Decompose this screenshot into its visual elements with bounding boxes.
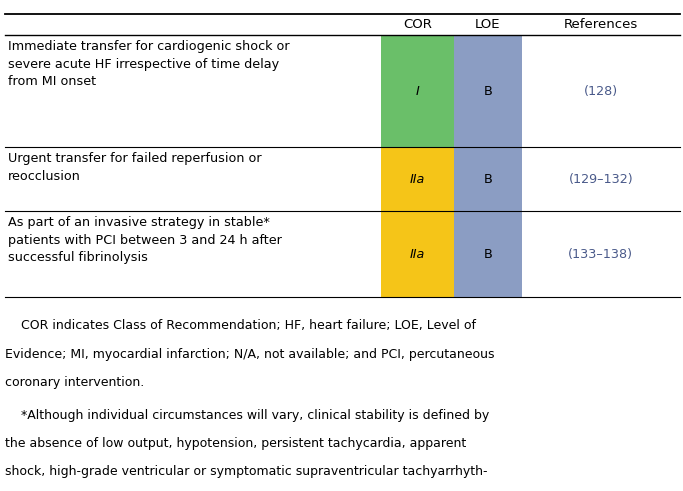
Text: (133–138): (133–138) [568, 247, 633, 261]
Text: Immediate transfer for cardiogenic shock or
severe acute HF irrespective of time: Immediate transfer for cardiogenic shock… [8, 40, 290, 88]
Text: B: B [484, 247, 492, 261]
Text: Urgent transfer for failed reperfusion or
reocclusion: Urgent transfer for failed reperfusion o… [8, 152, 262, 183]
Text: B: B [484, 173, 492, 186]
Text: (129–132): (129–132) [568, 173, 633, 186]
Text: Evidence; MI, myocardial infarction; N/A, not available; and PCI, percutaneous: Evidence; MI, myocardial infarction; N/A… [5, 348, 495, 360]
Bar [454, 147, 522, 211]
Text: I: I [415, 85, 419, 98]
Bar [381, 211, 454, 297]
Text: the absence of low output, hypotension, persistent tachycardia, apparent: the absence of low output, hypotension, … [5, 437, 466, 450]
Text: COR: COR [403, 18, 432, 31]
Bar [454, 35, 522, 147]
Text: As part of an invasive strategy in stable*
patients with PCI between 3 and 24 h : As part of an invasive strategy in stabl… [8, 216, 282, 264]
Text: *Although individual circumstances will vary, clinical stability is defined by: *Although individual circumstances will … [5, 409, 490, 421]
Text: shock, high-grade ventricular or symptomatic supraventricular tachyarrhyth-: shock, high-grade ventricular or symptom… [5, 465, 488, 478]
Text: B: B [484, 85, 492, 98]
Text: coronary intervention.: coronary intervention. [5, 376, 145, 389]
Text: LOE: LOE [475, 18, 501, 31]
Bar [454, 211, 522, 297]
Bar [381, 147, 454, 211]
Text: References: References [563, 18, 638, 31]
Text: COR indicates Class of Recommendation; HF, heart failure; LOE, Level of: COR indicates Class of Recommendation; H… [5, 319, 477, 332]
Text: (128): (128) [584, 85, 617, 98]
Text: IIa: IIa [410, 173, 425, 186]
Text: IIa: IIa [410, 247, 425, 261]
Bar [381, 35, 454, 147]
